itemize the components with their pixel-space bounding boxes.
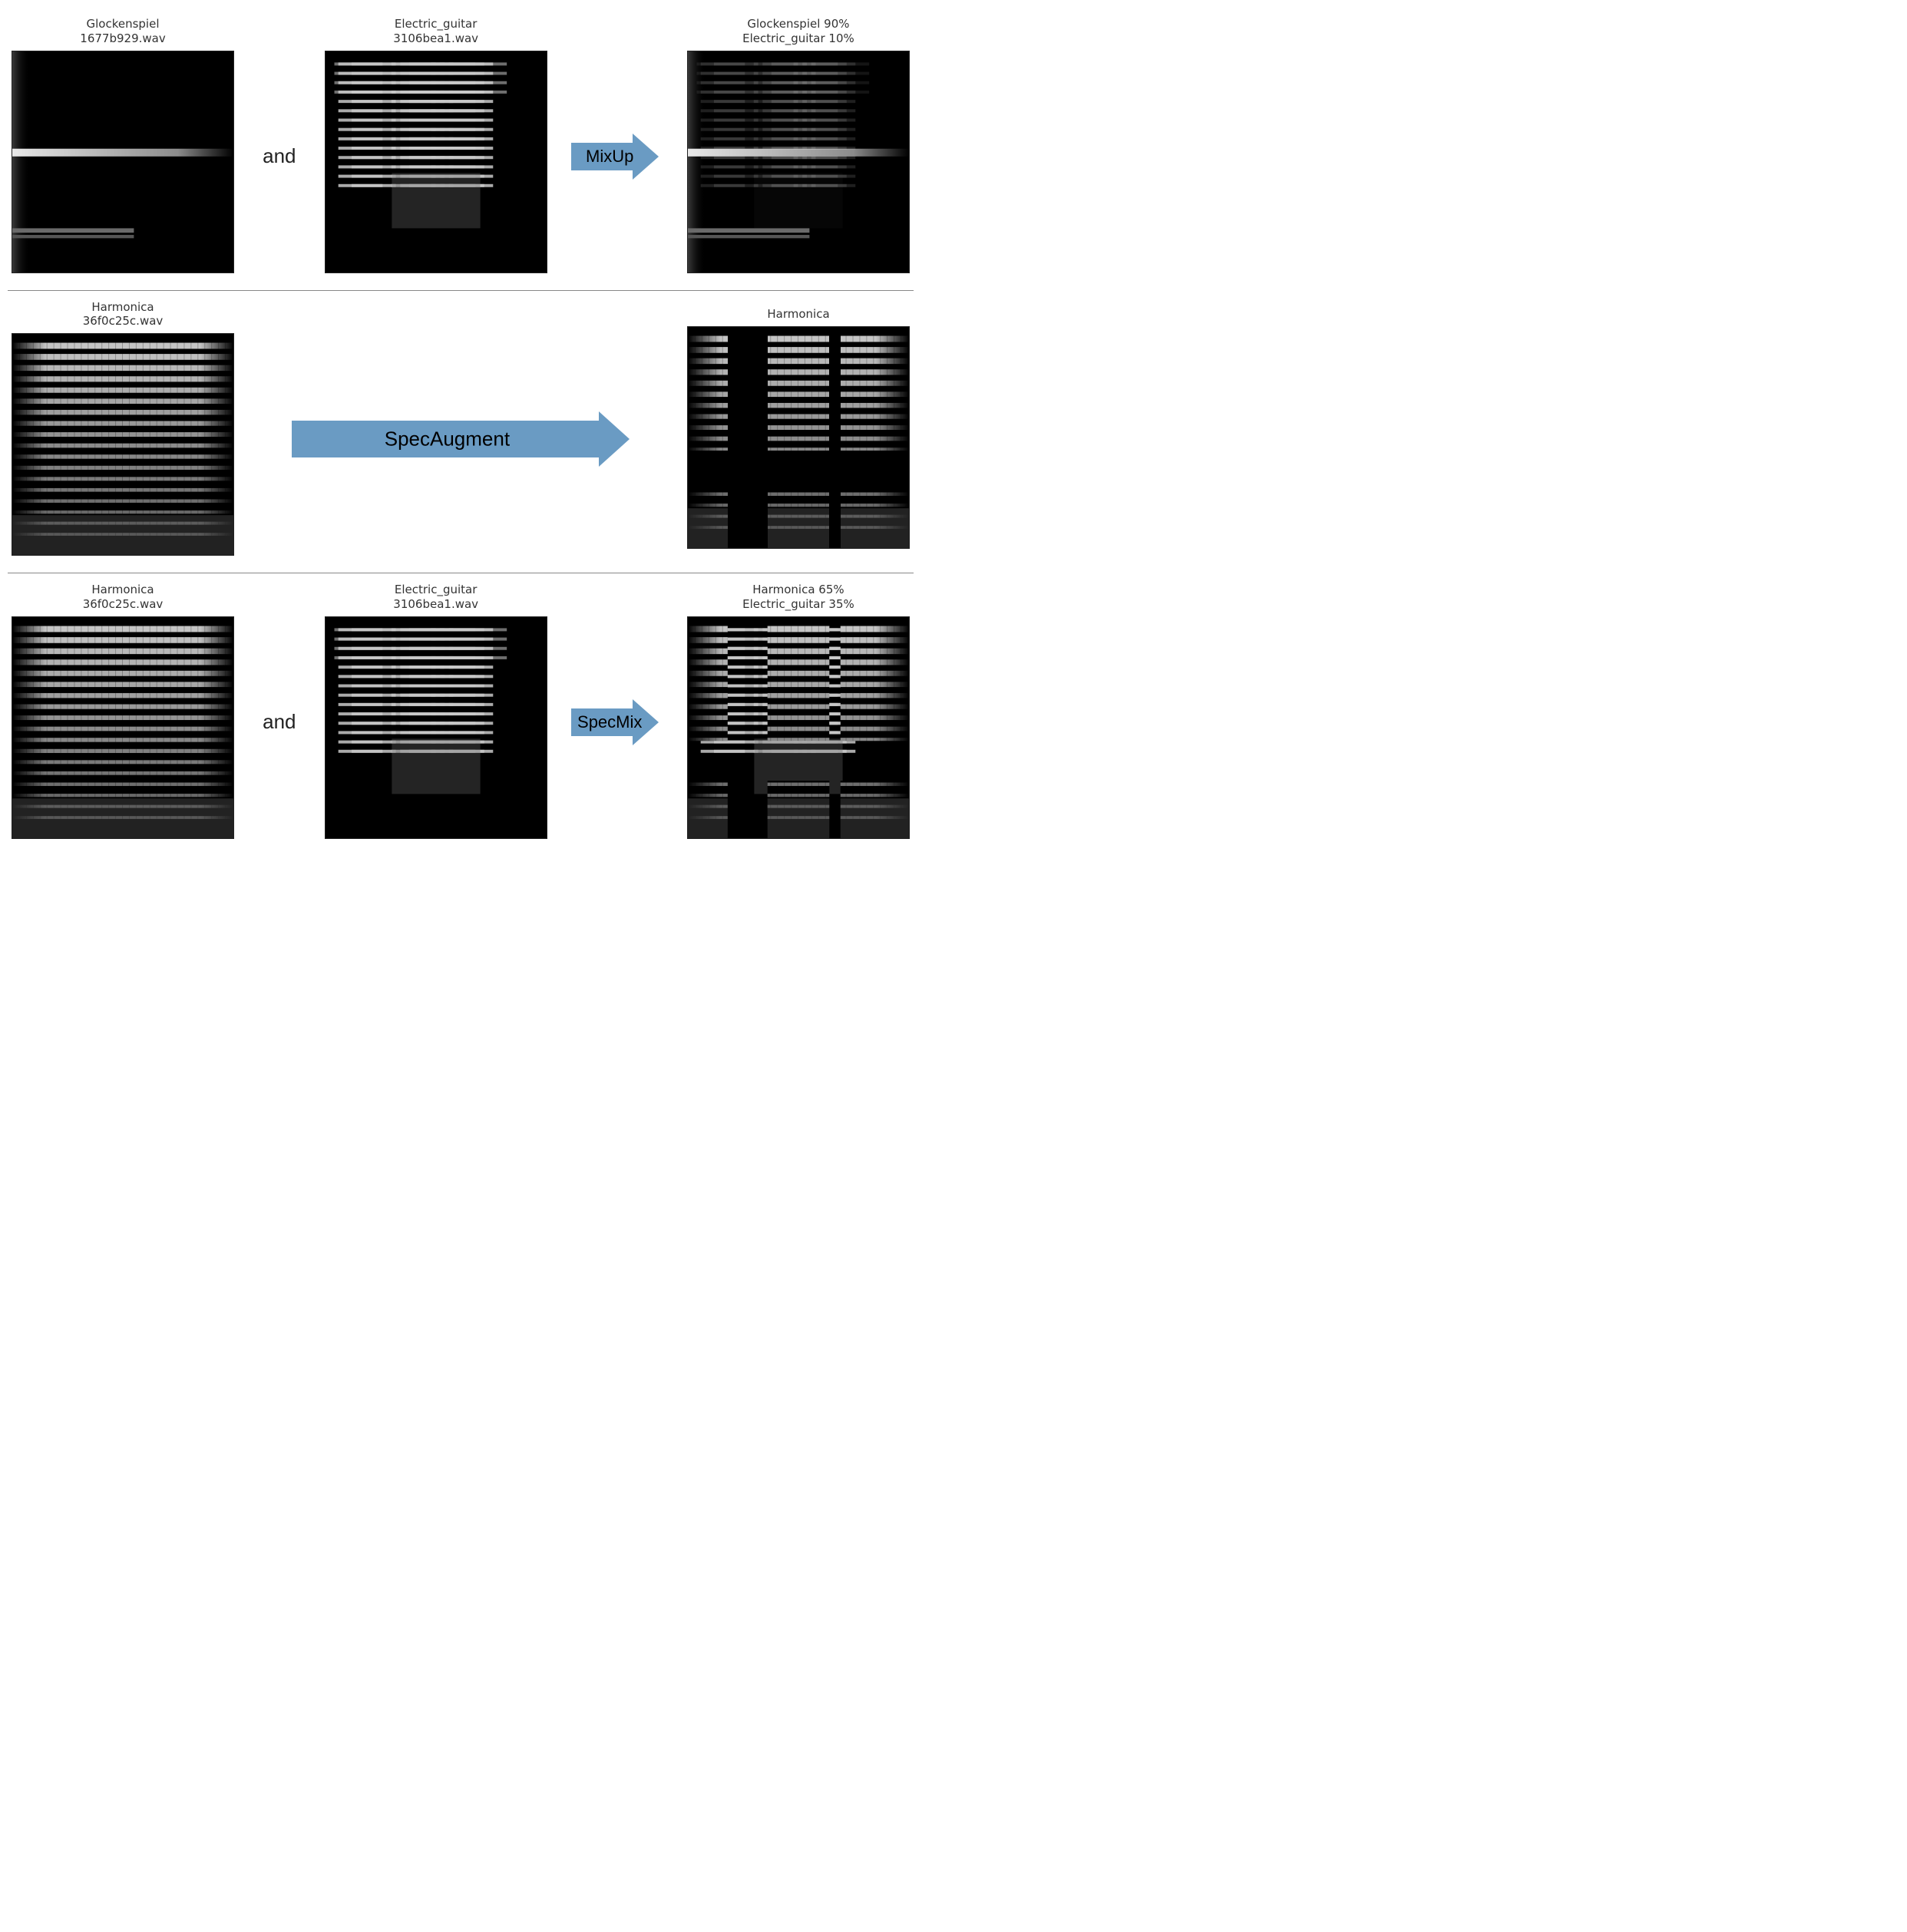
title-harmonica-2: Harmonica 36f0c25c.wav (83, 583, 164, 612)
panel-electric-guitar-1: Electric_guitar 3106bea1.wav (321, 17, 551, 273)
row-specmix: Harmonica 36f0c25c.wav and Electric_guit… (8, 573, 914, 856)
arrow-specaugment: SpecAugment (292, 411, 630, 467)
panel-mixup-result: Glockenspiel 90% Electric_guitar 10% (683, 17, 914, 273)
arrow-specmix: SpecMix (571, 699, 663, 745)
panel-specmix-result: Harmonica 65% Electric_guitar 35% (683, 583, 914, 839)
spectrogram-specaugment-result (687, 326, 910, 549)
arrow-mixup-icon: MixUp (571, 134, 663, 180)
conjunction-and-1: and (258, 144, 300, 168)
title-harmonica-1: Harmonica 36f0c25c.wav (83, 300, 164, 329)
spectrogram-harmonica-2 (12, 616, 234, 839)
panel-electric-guitar-2: Electric_guitar 3106bea1.wav (321, 583, 551, 839)
row-specaugment: Harmonica 36f0c25c.wav SpecAugment Harmo… (8, 291, 914, 573)
title-mixup-result: Glockenspiel 90% Electric_guitar 10% (742, 17, 854, 46)
spectrogram-glockenspiel (12, 51, 234, 273)
panel-harmonica-1: Harmonica 36f0c25c.wav (8, 300, 238, 556)
panel-harmonica-2: Harmonica 36f0c25c.wav (8, 583, 238, 839)
spectrogram-mixup-result (687, 51, 910, 273)
spectrogram-harmonica-1 (12, 333, 234, 556)
arrow-specaugment-label: SpecAugment (385, 428, 510, 451)
title-electric-guitar-2: Electric_guitar 3106bea1.wav (393, 583, 478, 612)
title-electric-guitar-1: Electric_guitar 3106bea1.wav (393, 17, 478, 46)
arrow-mixup: MixUp (571, 134, 663, 180)
spectrogram-specmix-result (687, 616, 910, 839)
title-specmix-result: Harmonica 65% Electric_guitar 35% (742, 583, 854, 612)
panel-specaugment-result: Harmonica (683, 307, 914, 549)
panel-glockenspiel: Glockenspiel 1677b929.wav (8, 17, 238, 273)
arrow-mixup-label: MixUp (586, 147, 633, 167)
title-specaugment-result: Harmonica (767, 307, 829, 322)
arrow-specmix-label: SpecMix (577, 712, 642, 732)
title-glockenspiel: Glockenspiel 1677b929.wav (80, 17, 165, 46)
row-mixup: Glockenspiel 1677b929.wav and Electric_g… (8, 8, 914, 290)
spectrogram-electric-guitar-2 (325, 616, 547, 839)
spectrogram-electric-guitar-1 (325, 51, 547, 273)
arrow-specmix-icon: SpecMix (571, 699, 663, 745)
conjunction-and-2: and (258, 710, 300, 734)
